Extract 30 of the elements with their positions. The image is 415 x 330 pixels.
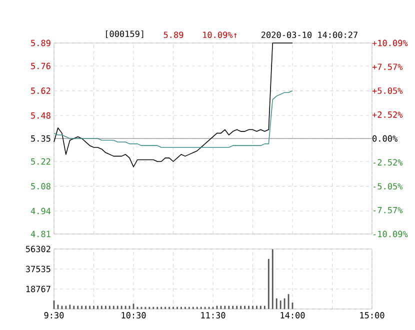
y2-tick-label: +2.52% (372, 111, 403, 118)
y-tick-label: 18767 (26, 286, 50, 292)
y-tick-label: 5.62 (31, 88, 50, 94)
y2-tick-label: -5.05% (374, 183, 403, 190)
y-tick-label: 5.22 (31, 158, 50, 165)
x-tick-label: 14:00 (280, 312, 305, 318)
y-tick-label: 56302 (26, 246, 50, 252)
y-tick-label: 5.35 (31, 135, 50, 142)
y-tick-label: 4.94 (30, 208, 51, 214)
y2-tick-label: -2.52% (374, 159, 403, 166)
x-tick-label: 15:00 (360, 312, 384, 318)
text: 2020-03-10 14:00:27 (262, 32, 358, 38)
y-tick-label: 5.89 (31, 40, 50, 46)
y2-tick-label: +5.05% (372, 87, 403, 94)
y-tick-label: 5.76 (31, 62, 50, 70)
y2-tick-label: -10.09% (374, 230, 408, 238)
y-tick-label: 5.48 (31, 112, 50, 119)
text: 10.09%↑ (203, 32, 237, 38)
y2-tick-label: +7.57% (372, 64, 403, 70)
y-tick-label: 4.81 (30, 230, 50, 238)
y-tick-label: 37535 (26, 266, 50, 272)
y2-tick-label: 0.00% (372, 135, 398, 142)
chart-title: [000159] (106, 30, 144, 38)
x-tick-label: 10:30 (122, 312, 146, 318)
y-tick-label: 5.08 (31, 183, 50, 190)
text: 5.89 (164, 32, 184, 38)
x-tick-label: 11:30 (201, 312, 226, 318)
y2-tick-label: +10.09% (372, 40, 408, 46)
y2-tick-label: -7.57% (374, 206, 403, 214)
x-tick-label: 9:30 (44, 312, 64, 318)
